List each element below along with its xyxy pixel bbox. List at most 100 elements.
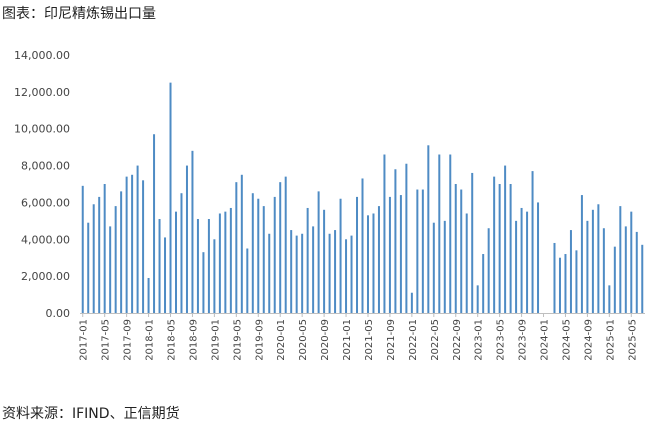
bar: [465, 213, 468, 313]
bar: [356, 196, 359, 313]
bar: [564, 254, 567, 313]
bar: [405, 163, 408, 313]
y-tick-label: 4,000.00: [21, 233, 70, 246]
bar: [328, 233, 331, 313]
bar: [136, 165, 139, 313]
bar: [202, 252, 205, 313]
bar: [591, 209, 594, 313]
bar-chart: 0.00 2,000.00 4,000.00 6,000.00 8,000.00 10,0…: [14, 49, 645, 361]
bar: [196, 219, 199, 313]
bar: [98, 196, 101, 313]
bar: [125, 176, 128, 313]
bar: [240, 174, 243, 313]
bar: [142, 180, 145, 313]
bar: [630, 211, 633, 313]
bar: [438, 154, 441, 313]
x-tick-label: 2018-05: [167, 319, 178, 361]
bar: [81, 185, 84, 313]
bar: [147, 277, 150, 313]
x-tick-label: 2024-09: [583, 319, 594, 361]
bar: [399, 195, 402, 313]
bar: [334, 230, 337, 313]
bar: [482, 254, 485, 313]
bar: [268, 233, 271, 313]
bar: [580, 195, 583, 313]
bar: [421, 189, 424, 313]
x-tick-label: 2025-01: [605, 319, 616, 361]
bar: [169, 82, 172, 313]
x-tick-label: 2024-05: [561, 319, 572, 361]
bar: [509, 184, 512, 313]
bar: [345, 239, 348, 313]
bar: [317, 191, 320, 313]
y-tick-label: 14,000.00: [14, 49, 70, 62]
bar: [350, 235, 353, 313]
bar: [553, 242, 556, 313]
bar: [103, 184, 106, 313]
bar: [92, 204, 95, 313]
bar: [290, 230, 293, 313]
bar: [427, 145, 430, 313]
bar: [361, 178, 364, 313]
bar: [394, 169, 397, 313]
bar: [120, 191, 123, 313]
x-tick-label: 2020-05: [298, 319, 309, 361]
y-axis-ticks: 0.00 2,000.00 4,000.00 6,000.00 8,000.00 10,0…: [14, 49, 70, 320]
x-tick-label: 2017-09: [123, 319, 134, 361]
bar: [443, 220, 446, 313]
bar: [207, 219, 210, 313]
bar: [602, 228, 605, 313]
bar: [515, 220, 518, 313]
x-tick-label: 2017-05: [101, 319, 112, 361]
bar: [306, 207, 309, 313]
x-tick-label: 2019-05: [232, 319, 243, 361]
bar: [454, 184, 457, 313]
bar: [597, 204, 600, 313]
bar: [273, 196, 276, 313]
y-tick-label: 2,000.00: [21, 270, 70, 283]
bar: [498, 184, 501, 313]
x-tick-label: 2019-09: [254, 319, 265, 361]
bar: [520, 207, 523, 313]
y-tick-label: 8,000.00: [21, 160, 70, 173]
bar: [388, 196, 391, 313]
bar: [87, 222, 90, 313]
bar: [109, 226, 112, 313]
x-tick-label: 2021-05: [364, 319, 375, 361]
bar: [180, 193, 183, 313]
x-axis-ticks: 2017-01 2017-05 2017-09 2018-01 2018-05 2018-…: [79, 313, 638, 361]
bar: [251, 193, 254, 313]
bar: [372, 213, 375, 313]
bar: [191, 150, 194, 313]
bar: [635, 231, 638, 313]
bar: [229, 207, 232, 313]
y-tick-label: 0.00: [46, 307, 71, 320]
bar: [158, 219, 161, 313]
bar: [537, 202, 540, 313]
bar: [339, 198, 342, 313]
source-note: 资料来源：IFIND、正信期货: [2, 406, 180, 422]
bar: [460, 189, 463, 313]
bar: [185, 165, 188, 313]
x-tick-label: 2021-01: [342, 319, 353, 361]
x-tick-label: 2022-01: [408, 319, 419, 361]
bar: [213, 239, 216, 313]
bar: [153, 134, 156, 313]
x-tick-label: 2020-09: [320, 319, 331, 361]
bar: [224, 211, 227, 313]
x-tick-label: 2017-01: [79, 319, 90, 361]
bar: [284, 176, 287, 313]
bar: [493, 176, 496, 313]
bar: [312, 226, 315, 313]
bar: [531, 171, 534, 313]
bar: [383, 154, 386, 313]
bar: [624, 226, 627, 313]
bar: [377, 206, 380, 313]
bar: [410, 292, 413, 313]
bar: [476, 285, 479, 313]
x-tick-label: 2023-05: [496, 319, 507, 361]
x-tick-label: 2018-01: [145, 319, 156, 361]
x-tick-label: 2020-01: [276, 319, 287, 361]
bar: [608, 285, 611, 313]
bar: [114, 206, 117, 313]
